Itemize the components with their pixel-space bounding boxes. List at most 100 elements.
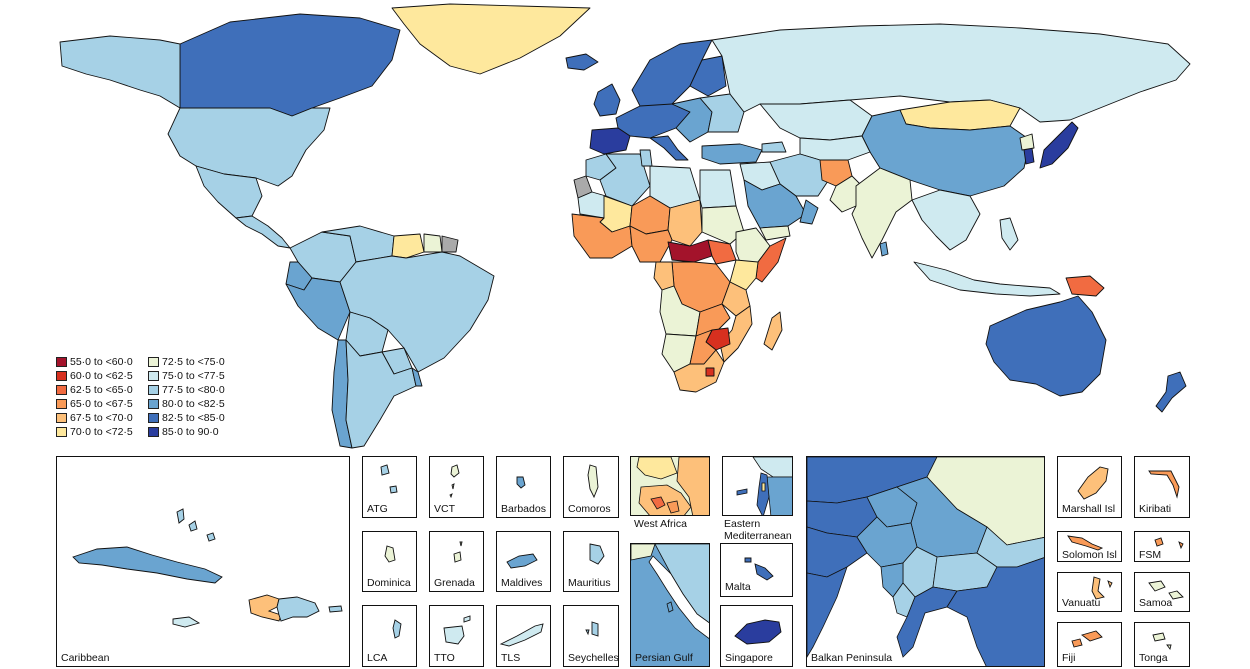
inset-label-balkan-peninsula: Balkan Peninsula bbox=[811, 652, 893, 664]
region-iceland bbox=[565, 53, 599, 71]
legend-item: 70·0 to <72·5 bbox=[56, 425, 148, 438]
region-guyana bbox=[391, 233, 425, 259]
inset-fsm: FSM bbox=[1134, 531, 1190, 562]
inset-seychelles: Seychelles bbox=[563, 605, 619, 667]
legend-swatch bbox=[148, 356, 159, 367]
inset-tls: TLS bbox=[496, 605, 551, 667]
inset-label-singapore: Singapore bbox=[725, 652, 773, 664]
region-indonesia bbox=[913, 261, 1061, 297]
region-uk-and-ireland bbox=[593, 83, 621, 117]
region-western-europe bbox=[615, 103, 691, 139]
map-regions bbox=[59, 3, 1191, 449]
inset-label-tto: TTO bbox=[434, 652, 455, 664]
inset-label-solomon-isl: Solomon Isl bbox=[1062, 549, 1117, 561]
legend-swatch bbox=[56, 356, 67, 367]
inset-west-africa bbox=[630, 456, 710, 516]
inset-label-mauritius: Mauritius bbox=[568, 577, 611, 589]
legend-swatch bbox=[56, 426, 67, 437]
inset-label-caribbean: Caribbean bbox=[61, 652, 110, 664]
inset-malta: Malta bbox=[720, 543, 793, 597]
inset-solomon-isl: Solomon Isl bbox=[1057, 531, 1122, 562]
legend-item: 67·5 to <70·0 bbox=[56, 411, 148, 424]
inset-label-eastern-mediterranean: Eastern Mediterranean bbox=[724, 518, 792, 542]
legend-swatch bbox=[56, 412, 67, 423]
inset-atg: ATG bbox=[362, 456, 417, 518]
puerto-rico-shape bbox=[328, 605, 343, 613]
inset-tto: TTO bbox=[429, 605, 484, 667]
legend-label: 60·0 to <62·5 bbox=[70, 369, 133, 382]
inset-kiribati: Kiribati bbox=[1134, 456, 1190, 518]
region-uruguay bbox=[411, 367, 423, 387]
inset-balkan-peninsula: Balkan Peninsula bbox=[806, 456, 1045, 667]
region-gabon-and-congo bbox=[653, 261, 675, 291]
world-map bbox=[59, 3, 1191, 449]
inset-grenada: Grenada bbox=[429, 531, 484, 592]
inset-mauritius: Mauritius bbox=[563, 531, 619, 592]
inset-label-persian-gulf: Persian Gulf bbox=[635, 652, 693, 664]
legend-swatch bbox=[148, 426, 159, 437]
region-central-asia bbox=[799, 135, 871, 161]
legend-swatch bbox=[56, 370, 67, 381]
region-egypt bbox=[699, 169, 737, 209]
region-peru bbox=[285, 277, 351, 341]
region-philippines bbox=[999, 217, 1019, 251]
region-chad bbox=[667, 199, 703, 247]
legend-label: 70·0 to <72·5 bbox=[70, 425, 133, 438]
region-alaska bbox=[59, 35, 181, 109]
inset-vanuatu: Vanuatu bbox=[1057, 572, 1122, 612]
legend-label: 75·0 to <77·5 bbox=[162, 369, 225, 382]
legend-item: 75·0 to <77·5 bbox=[148, 369, 258, 382]
legend-item: 65·0 to <67·5 bbox=[56, 397, 148, 410]
inset-vct: VCT bbox=[429, 456, 484, 518]
region-south-africa bbox=[673, 349, 725, 393]
inset-label-vct: VCT bbox=[434, 503, 455, 515]
inset-singapore: Singapore bbox=[720, 605, 793, 667]
region-spain-and-portugal bbox=[589, 127, 631, 155]
region-southeast-asia bbox=[911, 189, 981, 251]
region-finland bbox=[689, 55, 727, 97]
bahamas-shape bbox=[176, 508, 216, 542]
region-united-states bbox=[167, 107, 331, 187]
region-french-guiana bbox=[441, 235, 459, 253]
inset-label-comoros: Comoros bbox=[568, 503, 611, 515]
legend-label: 77·5 to <80·0 bbox=[162, 383, 225, 396]
inset-label-fiji: Fiji bbox=[1062, 652, 1076, 664]
inset-label-tonga: Tonga bbox=[1139, 652, 1168, 664]
region-italy bbox=[649, 135, 689, 161]
legend-item: 72·5 to <75·0 bbox=[148, 355, 258, 368]
inset-label-lca: LCA bbox=[367, 652, 388, 664]
legend-label: 80·0 to <82·5 bbox=[162, 397, 225, 410]
region-kazakhstan bbox=[759, 99, 873, 141]
map-legend: 55·0 to <60·0 72·5 to <75·0 60·0 to <62·5 7… bbox=[56, 355, 258, 438]
legend-label: 62·5 to <65·0 bbox=[70, 383, 133, 396]
inset-comoros: Comoros bbox=[563, 456, 619, 518]
region-korea bbox=[1023, 147, 1035, 165]
region-suriname bbox=[423, 233, 443, 253]
region-south-sudan bbox=[707, 239, 737, 265]
inset-label-seychelles: Seychelles bbox=[568, 652, 619, 664]
inset-label-kiribati: Kiribati bbox=[1139, 503, 1172, 515]
region-yemen bbox=[759, 225, 791, 241]
legend-label: 67·5 to <70·0 bbox=[70, 411, 133, 424]
inset-label-malta: Malta bbox=[725, 581, 751, 593]
inset-dominica: Dominica bbox=[362, 531, 417, 592]
inset-label-maldives: Maldives bbox=[501, 577, 543, 589]
region-greenland bbox=[391, 3, 591, 75]
region-sri-lanka bbox=[879, 241, 889, 257]
haiti-shape bbox=[248, 594, 282, 622]
legend-swatch bbox=[56, 384, 67, 395]
inset-label-dominica: Dominica bbox=[367, 577, 411, 589]
legend-swatch bbox=[148, 370, 159, 381]
inset-label-barbados: Barbados bbox=[501, 503, 546, 515]
region-nigeria bbox=[629, 225, 673, 263]
legend-swatch bbox=[56, 398, 67, 409]
cuba-shape bbox=[72, 546, 223, 584]
legend-label: 65·0 to <67·5 bbox=[70, 397, 133, 410]
inset-samoa: Samoa bbox=[1134, 572, 1190, 612]
legend-label: 85·0 to 90·0 bbox=[162, 425, 219, 438]
region-australia bbox=[985, 295, 1107, 397]
region-papua-new-guinea bbox=[1065, 275, 1105, 297]
inset-label-west-africa: West Africa bbox=[634, 518, 687, 530]
region-madagascar bbox=[763, 311, 783, 351]
legend-item: 85·0 to 90·0 bbox=[148, 425, 258, 438]
